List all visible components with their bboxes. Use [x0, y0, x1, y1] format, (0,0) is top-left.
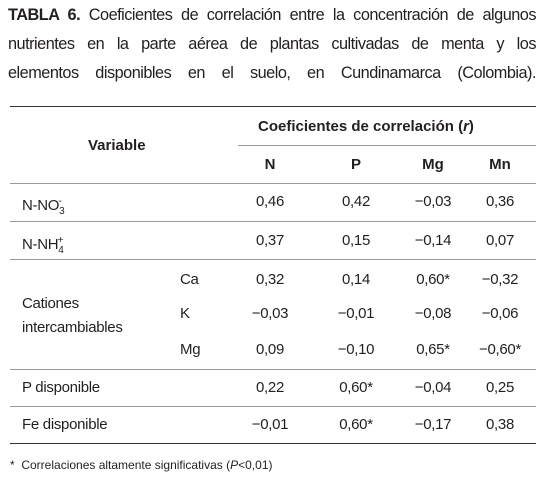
- value-cell: −0,32: [481, 271, 519, 288]
- header-italic: r: [463, 118, 469, 135]
- header-variable: Variable: [88, 137, 146, 154]
- value-cell: 0,38: [486, 416, 514, 433]
- value-cell: −0,01: [251, 416, 289, 433]
- row-label: N-NO3-: [22, 193, 65, 221]
- value-cell: 0,60*: [339, 416, 373, 433]
- row-label: Ca: [180, 271, 199, 288]
- caption-text: Coeficientes de correlación entre la con…: [88, 6, 537, 24]
- rule: [10, 369, 536, 370]
- caption-line: nutrientes en la parte aérea de plantas …: [8, 35, 537, 53]
- rule: [10, 221, 536, 222]
- value-cell: −0,03: [414, 193, 452, 210]
- value-cell: 0,14: [342, 271, 370, 288]
- value-cell: 0,37: [256, 232, 284, 249]
- value-cell: 0,42: [342, 193, 370, 210]
- label-sub: 3: [59, 206, 65, 217]
- row-label: K: [180, 305, 190, 322]
- label-base: N-NH: [22, 236, 59, 253]
- value-cell: −0,10: [337, 341, 375, 358]
- column-header: Mg: [422, 156, 444, 173]
- value-cell: −0,60*: [479, 341, 521, 358]
- value-cell: 0,25: [486, 379, 514, 396]
- footnote-italic: P: [230, 458, 239, 472]
- value-cell: 0,15: [342, 232, 370, 249]
- row-label: Fe disponible: [22, 416, 108, 433]
- rule: [238, 145, 536, 146]
- value-cell: 0,36: [486, 193, 514, 210]
- value-cell: 0,07: [486, 232, 514, 249]
- value-cell: −0,14: [414, 232, 452, 249]
- value-cell: 0,65*: [416, 341, 450, 358]
- label-sup: -: [58, 196, 62, 207]
- row-label: N-NH4+: [22, 232, 64, 260]
- value-cell: −0,08: [414, 305, 452, 322]
- value-cell: 0,46: [256, 193, 284, 210]
- label-sub: 4: [58, 245, 64, 256]
- rule: [10, 443, 536, 444]
- value-cell: 0,32: [256, 271, 284, 288]
- footnote-text: <0,01): [238, 458, 273, 472]
- rule: [10, 406, 536, 407]
- label-base: N-NO: [22, 197, 60, 214]
- caption-line: TABLA 6. Coeficientes de correlación ent…: [8, 6, 537, 25]
- group-label: Cationes intercambiables: [22, 295, 123, 336]
- caption-label: TABLA 6.: [8, 6, 81, 24]
- value-cell: −0,01: [337, 305, 375, 322]
- header-text: Coeficientes de correlación (: [258, 118, 464, 135]
- value-cell: −0,17: [414, 416, 452, 433]
- footnote-marker: *: [10, 458, 15, 472]
- value-cell: 0,60*: [416, 271, 450, 288]
- column-header: Mn: [489, 156, 511, 173]
- column-header: N: [264, 156, 276, 173]
- value-cell: −0,04: [414, 379, 452, 396]
- value-cell: 0,09: [256, 341, 284, 358]
- rule: [10, 106, 536, 107]
- value-cell: 0,60*: [339, 379, 373, 396]
- row-label: Mg: [180, 341, 201, 358]
- value-cell: −0,06: [481, 305, 519, 322]
- value-cell: 0,22: [256, 379, 284, 396]
- value-cell: −0,03: [251, 305, 289, 322]
- rule: [10, 259, 536, 260]
- header-text: ): [468, 118, 474, 135]
- footnote-text: Correlaciones altamente significativas (: [21, 458, 231, 472]
- label-sup: +: [57, 235, 64, 246]
- header-group: Coeficientes de correlación (r): [258, 118, 474, 135]
- column-header: P: [350, 156, 361, 173]
- caption-line: elementos disponibles en el suelo, en Cu…: [8, 64, 537, 82]
- row-label: P disponible: [22, 379, 100, 396]
- rule: [10, 183, 536, 184]
- footnote: * Correlaciones altamente significativas…: [10, 458, 272, 472]
